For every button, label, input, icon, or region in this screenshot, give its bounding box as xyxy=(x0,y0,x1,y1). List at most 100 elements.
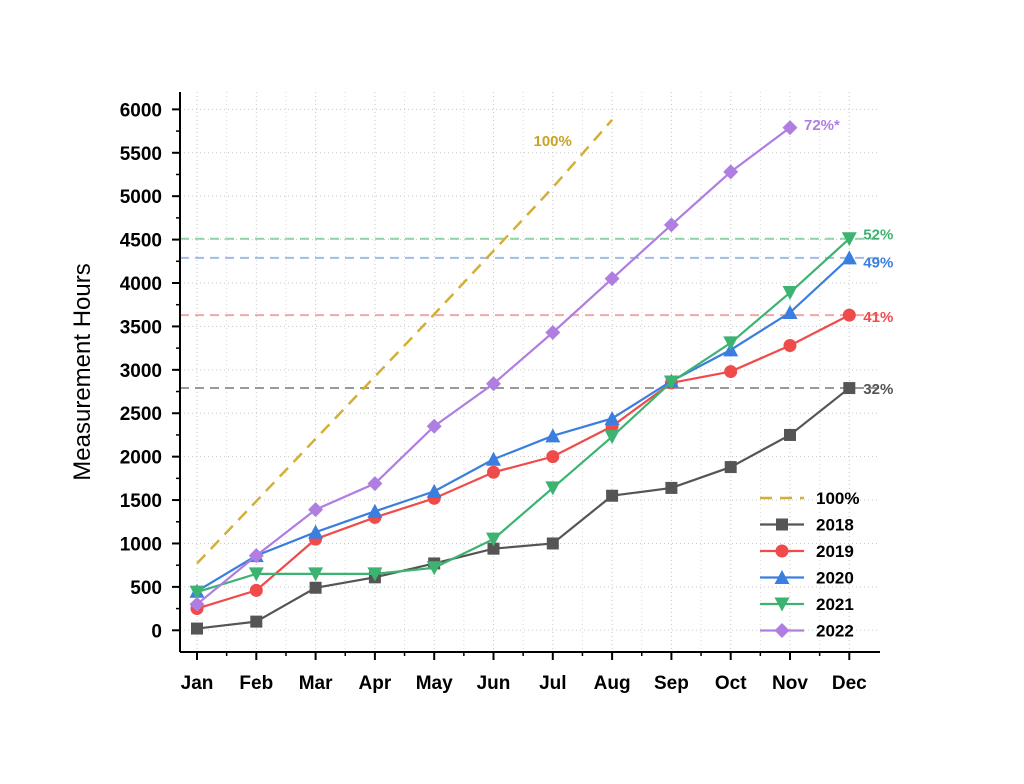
legend: 100% 2018 2019 2020 2021 2022 xyxy=(760,489,859,641)
x-tick-label: Jan xyxy=(181,673,214,694)
series-line-2018 xyxy=(196,387,850,630)
data-point-2020 xyxy=(841,250,857,265)
data-point-2021 xyxy=(663,375,679,390)
data-point-2021 xyxy=(486,532,501,547)
y-tick-label: 3500 xyxy=(120,317,162,338)
legend-label: 2020 xyxy=(816,569,854,588)
data-point-2020 xyxy=(367,503,383,518)
data-point-2022 xyxy=(545,324,561,340)
annotation-label: 41% xyxy=(863,309,893,326)
annotation-label: 72%* xyxy=(804,117,840,134)
data-point-2018 xyxy=(665,481,678,494)
data-point-2021 xyxy=(189,585,205,600)
data-point-2018 xyxy=(724,461,737,474)
data-point-2020 xyxy=(604,410,620,425)
legend-item-2018: 2018 xyxy=(760,516,854,535)
series-line-2020 xyxy=(196,257,851,593)
y-tick-label: 4500 xyxy=(120,231,162,252)
legend-label: 2021 xyxy=(816,595,854,614)
data-point-2021 xyxy=(248,567,264,582)
data-point-2020 xyxy=(782,305,798,320)
data-point-2018 xyxy=(843,382,856,395)
legend-label: 2019 xyxy=(816,542,854,561)
legend-item-100%: 100% xyxy=(760,489,859,508)
y-tick-label: 500 xyxy=(130,578,162,599)
legend-marker xyxy=(774,623,790,638)
legend-label: 2018 xyxy=(816,516,854,535)
data-point-2018 xyxy=(606,489,619,502)
x-tick-label: Feb xyxy=(239,673,273,694)
data-point-2018 xyxy=(250,615,263,628)
data-point-2021 xyxy=(367,567,383,582)
series-2022 xyxy=(189,120,798,612)
data-point-2019 xyxy=(487,465,500,479)
legend-label: 2022 xyxy=(816,622,854,641)
data-point-2022 xyxy=(486,376,501,392)
data-point-2021 xyxy=(723,336,739,351)
x-tick-label: Nov xyxy=(772,673,808,694)
data-point-2019 xyxy=(249,583,263,597)
annotation-label: 32% xyxy=(863,381,893,398)
x-tick-label: Jun xyxy=(477,673,511,694)
y-tick-label: 2000 xyxy=(120,448,162,469)
annotations: 100% 72%* 52% 49% 41% 32% xyxy=(534,117,894,398)
y-tick-label: 5000 xyxy=(120,187,162,208)
data-point-2018 xyxy=(546,537,559,550)
series-2021 xyxy=(189,232,857,600)
legend-marker xyxy=(775,544,789,558)
data-point-2022 xyxy=(248,548,264,564)
y-tick-label: 2500 xyxy=(120,404,162,425)
x-tick-label: Mar xyxy=(299,673,333,694)
y-tick-label: 6000 xyxy=(120,100,162,121)
data-point-2022 xyxy=(367,476,383,492)
legend-marker xyxy=(774,597,790,612)
annotation-label: 52% xyxy=(863,227,893,244)
data-point-2022 xyxy=(308,502,324,518)
annotation-label: 49% xyxy=(863,254,893,271)
data-point-2020 xyxy=(308,524,324,539)
annotation-label: 100% xyxy=(534,133,572,150)
data-point-2022 xyxy=(663,217,679,233)
legend-item-2019: 2019 xyxy=(760,542,854,561)
data-point-2021 xyxy=(426,561,442,576)
data-point-2018 xyxy=(487,542,500,555)
data-point-2021 xyxy=(782,286,798,301)
legend-label: 100% xyxy=(816,489,859,508)
y-tick-label: 0 xyxy=(151,621,162,642)
data-point-2018 xyxy=(309,581,322,594)
y-tick-label: 3000 xyxy=(120,361,162,382)
data-point-2021 xyxy=(308,567,324,582)
x-tick-label: Dec xyxy=(832,673,867,694)
data-point-2020 xyxy=(545,428,561,443)
data-point-2022 xyxy=(723,164,739,180)
data-point-2020 xyxy=(486,451,501,466)
legend-marker xyxy=(776,518,788,531)
data-point-2019 xyxy=(546,450,560,464)
data-point-2018 xyxy=(191,622,203,635)
data-point-2019 xyxy=(724,365,738,379)
legend-item-2020: 2020 xyxy=(760,569,854,588)
data-point-2018 xyxy=(784,428,796,441)
legend-item-2021: 2021 xyxy=(760,595,854,614)
data-point-2019 xyxy=(842,308,856,322)
y-tick-label: 1000 xyxy=(120,534,162,555)
x-tick-label: Aug xyxy=(594,673,631,694)
x-tick-label: Apr xyxy=(359,673,392,694)
x-tick-label: Oct xyxy=(715,673,747,694)
legend-marker xyxy=(774,570,790,584)
data-point-2022 xyxy=(604,271,620,287)
legend-item-2022: 2022 xyxy=(760,622,854,641)
y-tick-label: 1500 xyxy=(120,491,162,512)
target-line-layer xyxy=(196,118,614,565)
axes: 0 500 1000 1500 2000 2500 3000 3500 4000 4500 5000… xyxy=(120,92,880,694)
x-tick-label: May xyxy=(416,673,453,694)
y-axis-title: Measurement Hours xyxy=(69,263,96,480)
x-tick-label: Sep xyxy=(654,673,689,694)
data-point-2022 xyxy=(189,596,205,612)
grid-layer xyxy=(180,92,880,652)
data-point-2022 xyxy=(782,120,798,136)
data-point-2020 xyxy=(426,483,442,498)
data-point-2021 xyxy=(545,481,561,496)
series-2019 xyxy=(190,308,856,616)
